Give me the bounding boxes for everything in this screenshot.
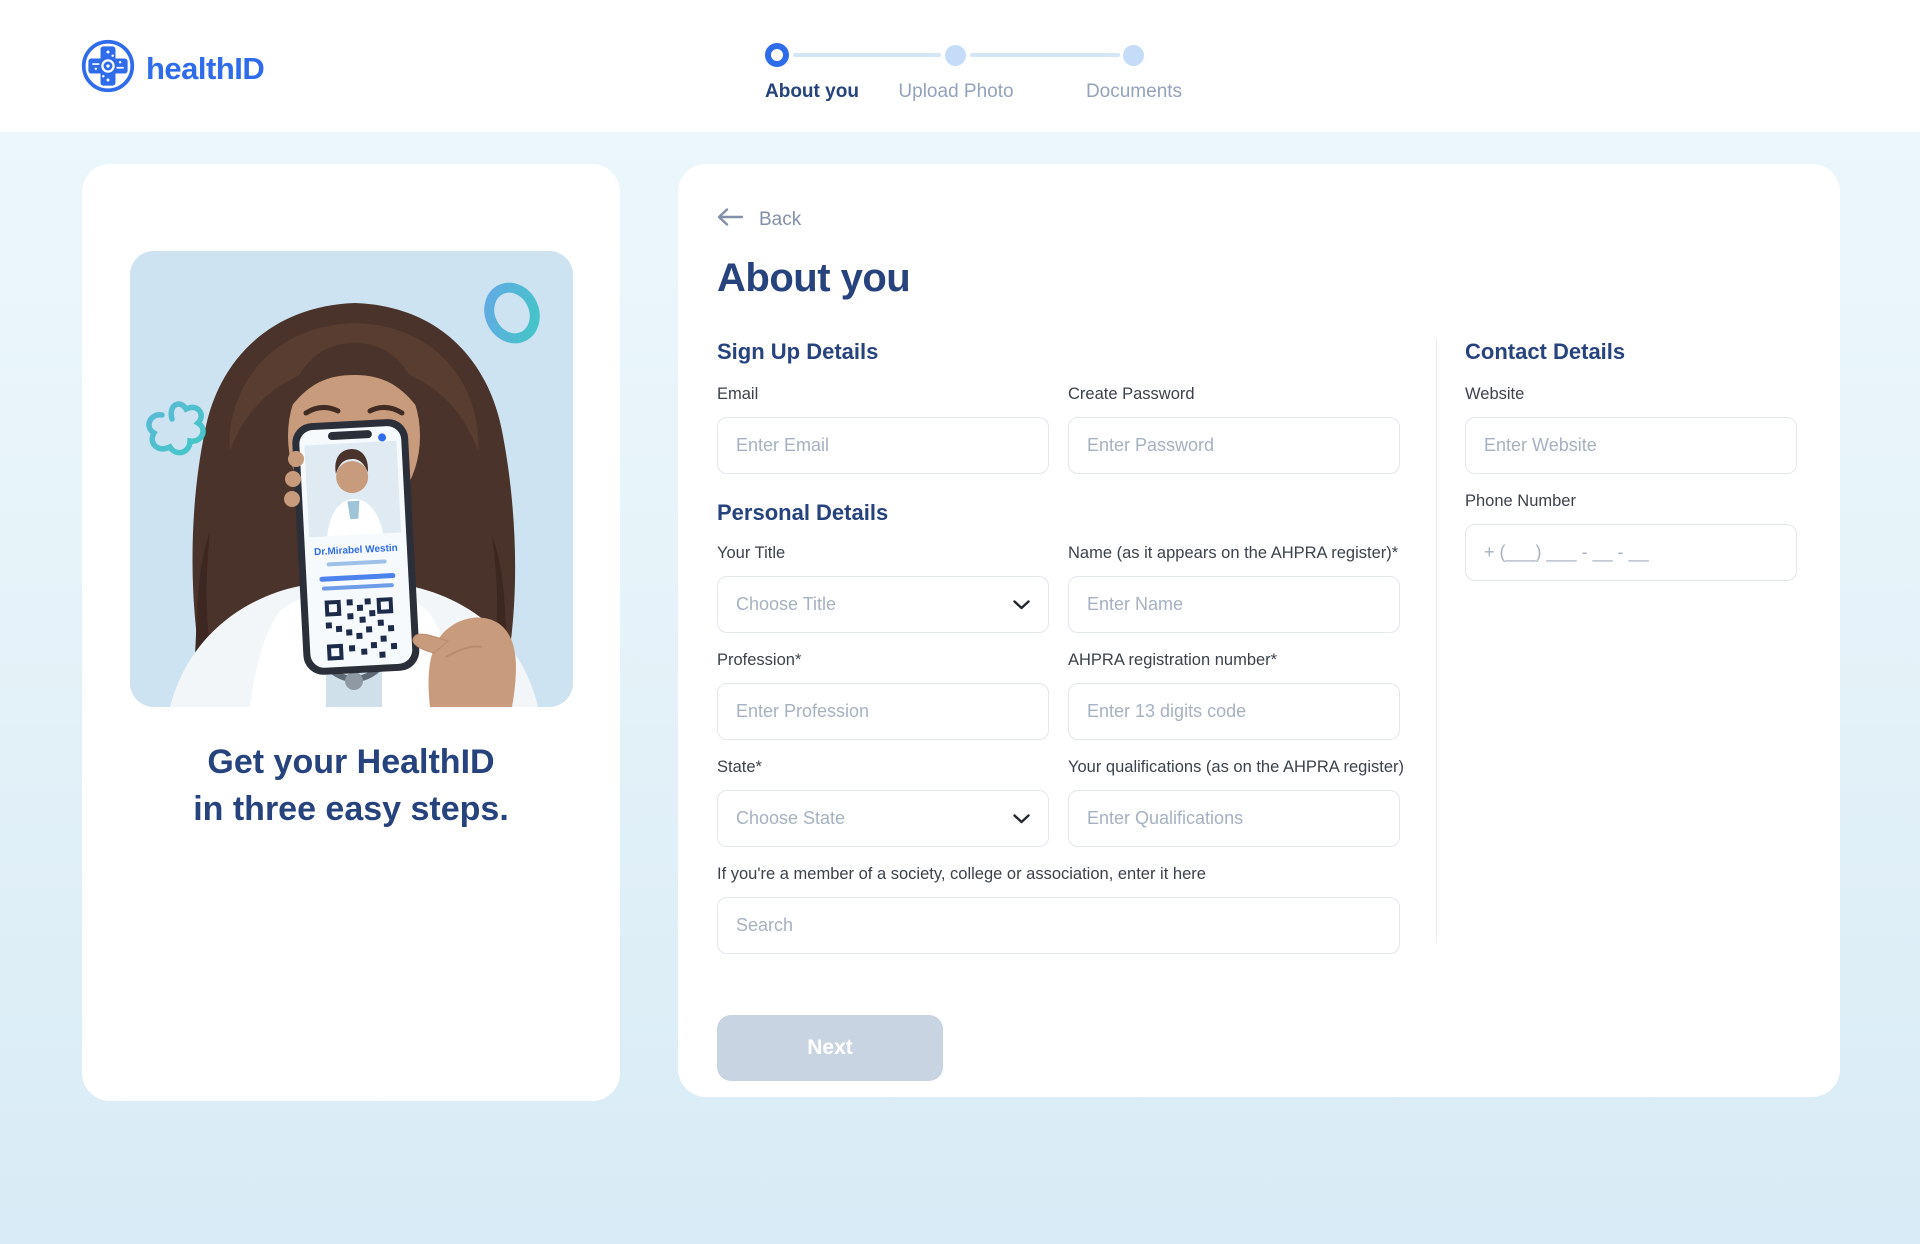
phone-number-field[interactable]	[1465, 524, 1797, 581]
website-field[interactable]	[1465, 417, 1797, 474]
page-title: About you	[717, 256, 911, 300]
phone-id-doctor-name: Dr.Mirabel Westin	[314, 543, 398, 558]
profession-label: Profession*	[717, 651, 802, 669]
back-button[interactable]: Back	[717, 208, 827, 232]
title-select-value: Choose Title	[736, 594, 837, 614]
contact-details-heading: Contact Details	[1465, 339, 1626, 364]
email-label: Email	[717, 385, 759, 403]
qualifications-field[interactable]	[1068, 790, 1400, 847]
chevron-down-icon	[1013, 808, 1030, 829]
chevron-down-icon	[1013, 594, 1030, 615]
step-circle-about-you[interactable]	[765, 43, 789, 67]
qr-code	[324, 597, 398, 661]
state-select-value: Choose State	[736, 808, 846, 828]
name-label: Name (as it appears on the AHPRA registe…	[1068, 544, 1399, 562]
back-arrow-icon	[717, 208, 744, 232]
qualifications-label: Your qualifications (as on the AHPRA reg…	[1068, 758, 1404, 776]
step-circle-upload-photo[interactable]	[945, 45, 966, 66]
decor-ring	[484, 282, 540, 344]
name-field[interactable]	[1068, 576, 1400, 633]
stepper-connector-2	[970, 53, 1120, 57]
healthid-logo-icon	[80, 38, 136, 99]
society-label: If you're a member of a society, college…	[717, 865, 1206, 883]
create-password-label: Create Password	[1068, 385, 1195, 403]
doctor-photo-illustration: Dr.Mirabel Westin	[130, 251, 573, 707]
logo-text: healthID	[146, 50, 265, 86]
state-label: State*	[717, 758, 762, 776]
app-header: healthID About you Upload Photo Document…	[0, 0, 1920, 132]
profession-field[interactable]	[717, 683, 1049, 740]
password-field[interactable]	[1068, 417, 1400, 474]
society-search-field[interactable]	[717, 897, 1400, 954]
step-circle-documents[interactable]	[1123, 45, 1144, 66]
your-title-label: Your Title	[717, 544, 786, 562]
personal-details-heading: Personal Details	[717, 500, 889, 525]
promo-heading-line2: in three easy steps.	[193, 789, 509, 828]
logo[interactable]: healthID	[80, 38, 265, 99]
step-label-documents[interactable]: Documents	[1085, 81, 1183, 102]
doctor-photo: Dr.Mirabel Westin	[130, 251, 573, 707]
ahpra-number-label: AHPRA registration number*	[1068, 651, 1278, 669]
promo-heading-line1: Get your HealthID	[207, 743, 495, 781]
step-label-about-you[interactable]: About you	[765, 81, 859, 102]
back-label: Back	[759, 209, 802, 230]
title-select[interactable]: Choose Title	[717, 576, 1049, 633]
ahpra-number-field[interactable]	[1068, 683, 1400, 740]
signup-stepper: About you Upload Photo Documents	[765, 43, 1215, 105]
email-field[interactable]	[717, 417, 1049, 474]
stepper-connector-1	[793, 53, 941, 57]
promo-heading: Get your HealthID in three easy steps.	[82, 739, 620, 833]
about-you-form-card: Back About you Sign Up Details Email Cre…	[678, 164, 1840, 1097]
sign-up-details-heading: Sign Up Details	[717, 339, 879, 364]
next-button[interactable]: Next	[717, 1015, 943, 1081]
contact-section-divider	[1436, 339, 1437, 943]
promo-card: Dr.Mirabel Westin	[82, 164, 620, 1101]
step-label-upload-photo[interactable]: Upload Photo	[898, 81, 1014, 102]
phone-number-label: Phone Number	[1465, 492, 1576, 510]
website-label: Website	[1465, 385, 1525, 403]
state-select[interactable]: Choose State	[717, 790, 1049, 847]
decor-clover	[146, 401, 206, 456]
